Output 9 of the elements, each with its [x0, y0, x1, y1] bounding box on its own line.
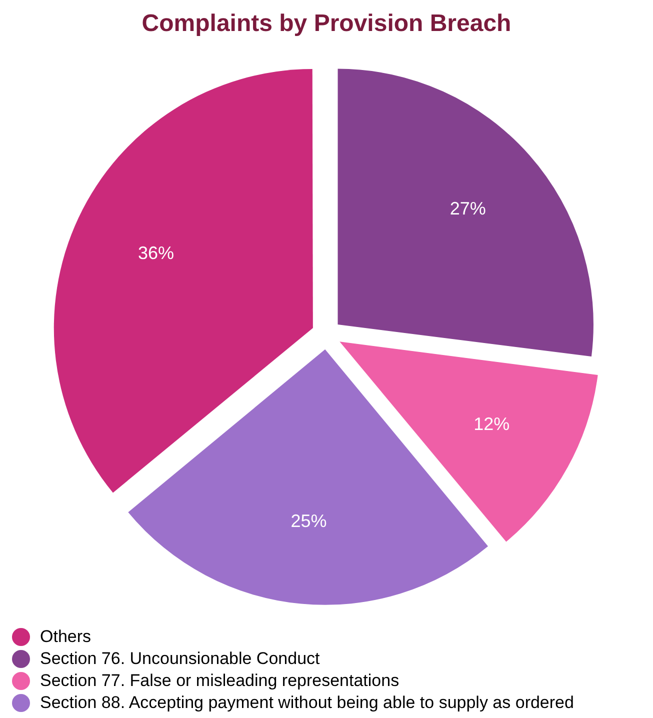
legend-label: Section 76. Uncounsionable Conduct — [40, 649, 320, 669]
legend-label: Others — [40, 627, 92, 647]
legend-label: Section 77. False or misleading representations — [40, 671, 400, 691]
data-label: 36% — [138, 243, 174, 264]
data-label: 25% — [290, 511, 327, 532]
data-label: 27% — [450, 198, 486, 219]
chart-title: Complaints by Provision Breach — [142, 10, 512, 38]
legend-label: Section 88. Accepting payment without being able to supply as ordered — [40, 693, 574, 713]
data-label: 12% — [474, 414, 510, 434]
